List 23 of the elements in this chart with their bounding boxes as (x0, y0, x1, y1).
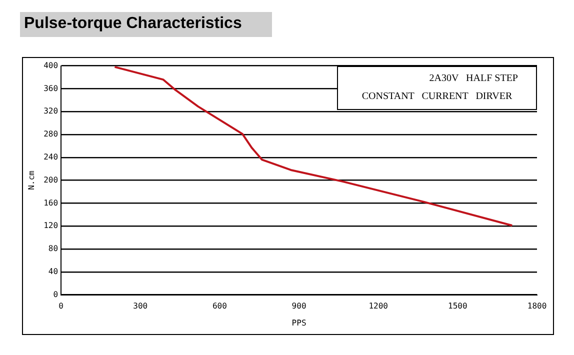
annotation: 2A30V HALF STEP (428, 72, 519, 86)
y-tick-label: 320 (44, 106, 58, 116)
x-axis-title: PPS (292, 318, 306, 328)
y-tick-label: 160 (44, 198, 58, 208)
x-tick-label: 1800 (527, 302, 547, 311)
y-tick-label: 0 (53, 290, 58, 299)
x-tick-label: 300 (133, 302, 148, 311)
y-tick-label: 80 (48, 244, 58, 254)
y-tick-label: 200 (44, 175, 58, 184)
y-tick-label: 240 (44, 152, 58, 162)
y-tick-label: 400 (44, 60, 58, 70)
y-tick-label: 40 (48, 266, 58, 276)
y-tick-label: 120 (44, 221, 58, 230)
x-tick-label: 1200 (368, 302, 388, 311)
y-tick-label: 360 (44, 84, 58, 93)
chart-title: Pulse-torque Characteristics (20, 12, 272, 37)
annotation: CONSTANT CURRENT DIRVER (360, 90, 514, 104)
x-tick-label: 900 (292, 302, 306, 311)
y-tick-label: 280 (44, 130, 58, 139)
x-tick-label: 1500 (448, 302, 468, 311)
text-box: 2A30V HALF STEP CONSTANT CURRENT DIRVER (337, 66, 537, 110)
y-axis-title: N.cm (26, 170, 36, 190)
x-tick-label: 600 (212, 302, 228, 311)
